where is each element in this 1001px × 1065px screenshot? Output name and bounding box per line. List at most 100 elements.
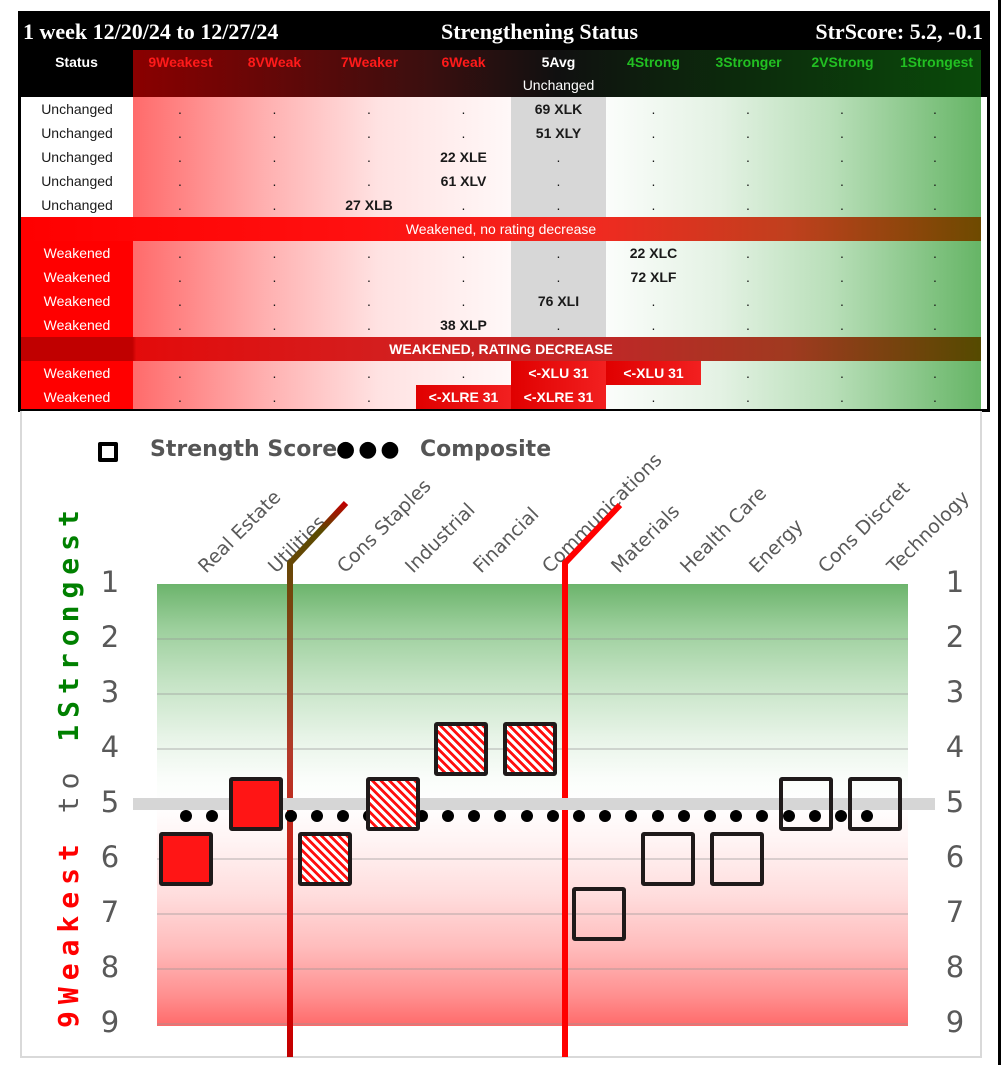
header-4strong: 4Strong: [627, 54, 680, 70]
strength-score-marker: [434, 722, 488, 776]
empty-cell: .: [933, 269, 937, 285]
empty-cell: .: [556, 317, 561, 333]
composite-dot: [180, 810, 192, 822]
legend-strength-score: Strength Score: [150, 437, 338, 462]
empty-cell: .: [933, 149, 937, 165]
composite-dot: [625, 810, 638, 822]
y-tick-label: 5: [100, 785, 120, 819]
composite-dot: [573, 810, 585, 822]
empty-cell: .: [178, 389, 182, 405]
composite-dot: [442, 810, 454, 822]
empty-cell: .: [178, 173, 182, 189]
section-weakened-rating-decrease: WEAKENED, RATING DECREASE: [21, 337, 981, 361]
empty-cell: .: [367, 245, 371, 261]
empty-cell: .: [272, 389, 277, 405]
empty-cell: .: [272, 293, 277, 309]
status-cell: Unchanged: [21, 169, 133, 193]
status-cell: Weakened: [21, 313, 133, 337]
empty-cell: .: [367, 293, 371, 309]
strength-score-marker: [503, 722, 557, 776]
gridline: [157, 638, 908, 640]
empty-cell: .: [367, 125, 371, 141]
empty-cell: .: [367, 101, 371, 117]
column-header-row: Status 9Weakest 8VWeak 7Weaker 6Weak 5Av…: [21, 50, 987, 97]
right-edge-rule: [998, 0, 1001, 1065]
strength-score-marker: [159, 832, 213, 886]
y-tick-label: 9: [100, 1005, 120, 1039]
empty-cell: .: [651, 389, 656, 405]
empty-cell: .: [746, 245, 750, 261]
composite-dot: [468, 810, 481, 822]
empty-cell: .: [746, 269, 750, 285]
status-cell: Weakened: [21, 289, 133, 313]
table-row: Weakened..... 72 XLF...: [21, 265, 981, 289]
empty-cell: .: [651, 125, 656, 141]
table-row: Weakened... <-XLRE 31 <-XLRE 31....: [21, 385, 981, 409]
y-tick-label: 6: [100, 840, 120, 874]
ticker-cell: <-XLRE 31: [416, 385, 511, 409]
table-title: Strengthening Status: [441, 19, 639, 44]
composite-dot: [730, 810, 743, 822]
empty-cell: .: [367, 317, 371, 333]
composite-dot: [599, 810, 612, 822]
status-cell: Weakened: [21, 241, 133, 265]
empty-cell: .: [651, 149, 656, 165]
empty-cell: .: [933, 293, 937, 309]
y-tick-label: 4: [945, 730, 965, 764]
square-marker-icon: [98, 442, 118, 462]
ticker-cell: 72 XLF: [630, 269, 677, 285]
empty-cell: .: [840, 173, 844, 189]
empty-cell: .: [933, 101, 937, 117]
empty-cell: .: [367, 269, 371, 285]
composite-dot: [808, 810, 821, 822]
empty-cell: .: [461, 365, 466, 381]
composite-dot: [835, 810, 847, 822]
y-tick-label: 4: [100, 730, 120, 764]
empty-cell: .: [178, 293, 182, 309]
y-tick-label: 2: [100, 620, 120, 654]
empty-cell: .: [840, 269, 844, 285]
composite-dot: [704, 810, 716, 822]
empty-cell: .: [178, 101, 182, 117]
empty-cell: .: [461, 293, 466, 309]
table-row: Unchanged... 61 XLV.....: [21, 169, 981, 193]
empty-cell: .: [651, 293, 656, 309]
header-3stronger: 3Stronger: [715, 54, 782, 70]
empty-cell: .: [651, 197, 656, 213]
header-7weaker: 7Weaker: [340, 54, 399, 70]
y-tick-label: 1: [945, 565, 965, 599]
empty-cell: .: [746, 365, 750, 381]
empty-cell: .: [272, 317, 277, 333]
empty-cell: .: [461, 125, 466, 141]
empty-cell: .: [746, 293, 750, 309]
composite-dot: [677, 810, 690, 822]
y-tick-label: 9: [945, 1005, 965, 1039]
empty-cell: .: [840, 101, 844, 117]
empty-cell: .: [272, 173, 277, 189]
y-tick-label: 2: [945, 620, 965, 654]
status-cell: Weakened: [21, 385, 133, 409]
empty-cell: .: [746, 389, 750, 405]
empty-cell: .: [840, 149, 844, 165]
empty-cell: .: [840, 245, 844, 261]
table-row: Weakened..... 22 XLC...: [21, 241, 981, 265]
empty-cell: .: [840, 365, 844, 381]
empty-cell: .: [933, 197, 937, 213]
table-title-bar: 1 week 12/20/24 to 12/27/24 Strengthenin…: [21, 14, 987, 50]
composite-dot: [337, 810, 350, 822]
composite-dot: [311, 810, 323, 822]
header-5avg: 5Avg: [541, 54, 576, 70]
empty-cell: .: [272, 197, 277, 213]
divider-line-communications: [562, 502, 623, 1057]
table-row: Weakened.... <-XLU 31 <-XLU 31...: [21, 361, 981, 385]
y-tick-label: 8: [945, 950, 965, 984]
status-cell: Weakened: [21, 361, 133, 385]
ticker-cell: 69 XLK: [534, 101, 583, 117]
empty-cell: .: [178, 149, 182, 165]
empty-cell: .: [272, 149, 277, 165]
empty-cell: .: [933, 173, 937, 189]
status-cell: Unchanged: [21, 145, 133, 169]
header-6weak: 6Weak: [441, 54, 486, 70]
composite-dot: [782, 810, 795, 822]
empty-cell: .: [461, 245, 466, 261]
